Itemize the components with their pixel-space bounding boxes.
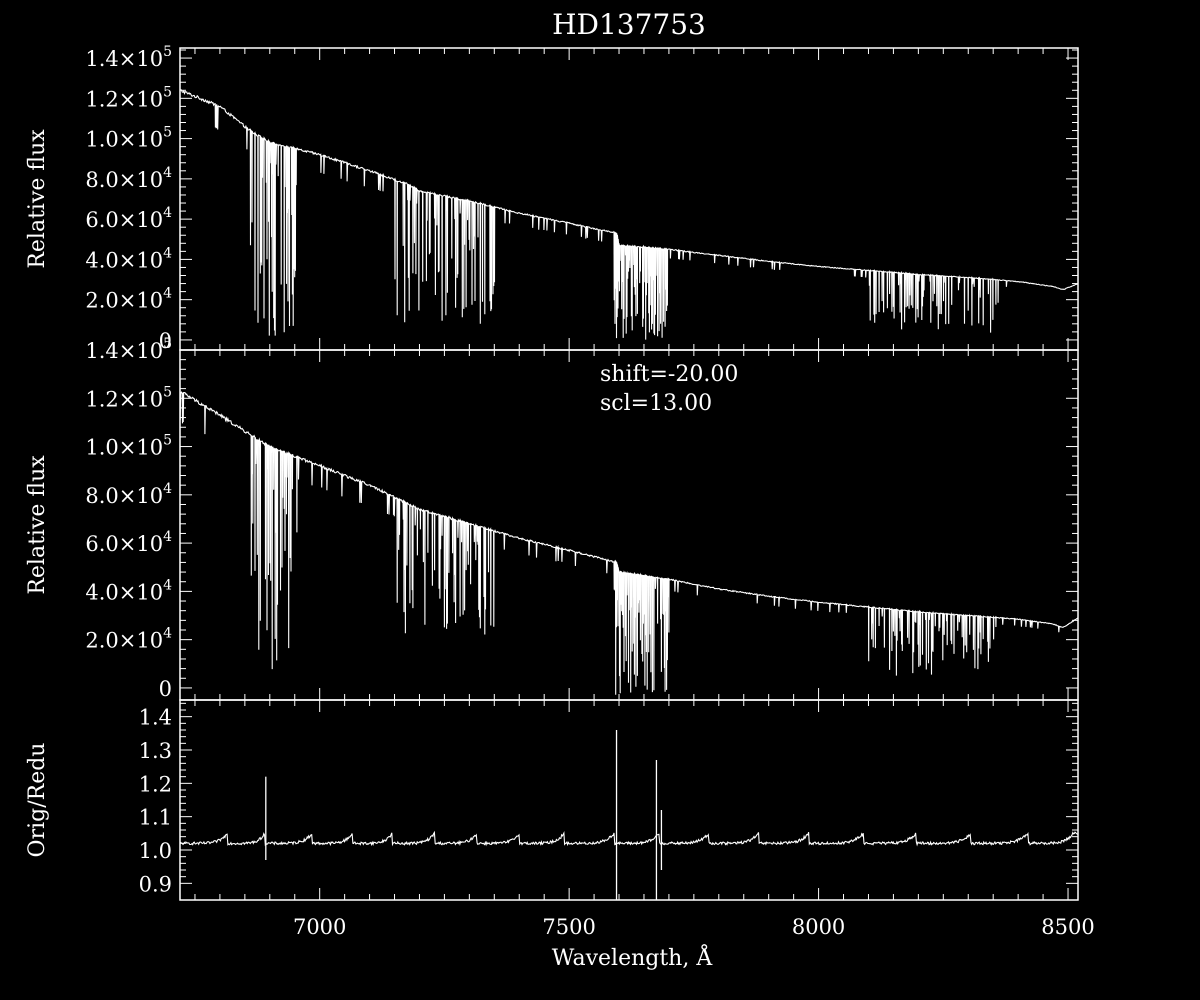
spectrum-line <box>180 390 1078 695</box>
y-tick-label: 8.0×104 <box>85 165 172 192</box>
y-tick-label: 4.0×104 <box>85 245 172 272</box>
y-tick-label: 1.0×105 <box>85 125 172 152</box>
y-tick-label: 1.4×105 <box>85 336 172 363</box>
y-tick-label: 1.0×105 <box>85 433 172 460</box>
x-tick-label: 7500 <box>542 915 595 939</box>
y-tick-label: 1.4×105 <box>85 44 172 71</box>
x-axis-label: Wavelength, Å <box>552 943 714 971</box>
x-tick-label: 8000 <box>792 915 845 939</box>
y-tick-label: 1.2 <box>139 772 172 796</box>
y-tick-label: 6.0×104 <box>85 529 172 556</box>
y-axis-label: Orig/Redu <box>25 743 50 858</box>
panel-original-spectrum: 0 2.0×104 4.0×104 6.0×104 8.0×104 1.0×105 1.2×… <box>25 44 1079 353</box>
figure-title: HD137753 <box>552 8 706 41</box>
annotation-scl: scl=13.00 <box>600 391 712 416</box>
y-tick-label: 1.1 <box>139 806 172 830</box>
x-tick-label: 7000 <box>293 915 346 939</box>
y-tick-label: 1.3 <box>139 739 172 763</box>
y-tick-label: 1.2×105 <box>85 84 172 111</box>
panel-reduced-spectrum: 0 2.0×104 4.0×104 6.0×104 8.0×104 1.0×105 1.2×… <box>25 336 1079 701</box>
y-axis-label: Relative flux <box>25 455 50 595</box>
y-tick-label: 2.0×104 <box>85 626 172 653</box>
plot-frame <box>179 699 1079 901</box>
annotation-shift: shift=-20.00 <box>600 362 738 387</box>
spectrum-line <box>180 89 1078 340</box>
y-tick-label: 1.4 <box>139 706 172 730</box>
y-tick-label: 0 <box>159 677 172 701</box>
y-tick-label: 6.0×104 <box>85 205 172 232</box>
y-tick-label: 8.0×104 <box>85 481 172 508</box>
y-tick-label: 4.0×104 <box>85 577 172 604</box>
x-tick-label: 8500 <box>1041 915 1094 939</box>
spectrum-line <box>180 830 1078 847</box>
y-tick-label: 1.0 <box>139 839 172 863</box>
panel-ratio: 0.9 1.0 1.1 1.2 1.3 1.4 Orig/Redu 7000 7500 8000 8… <box>25 699 1095 939</box>
y-tick-label: 1.2×105 <box>85 384 172 411</box>
y-tick-label: 0.9 <box>139 872 172 896</box>
y-tick-label: 0 <box>159 329 172 353</box>
y-tick-label: 2.0×104 <box>85 286 172 313</box>
y-axis-label: Relative flux <box>25 129 50 269</box>
